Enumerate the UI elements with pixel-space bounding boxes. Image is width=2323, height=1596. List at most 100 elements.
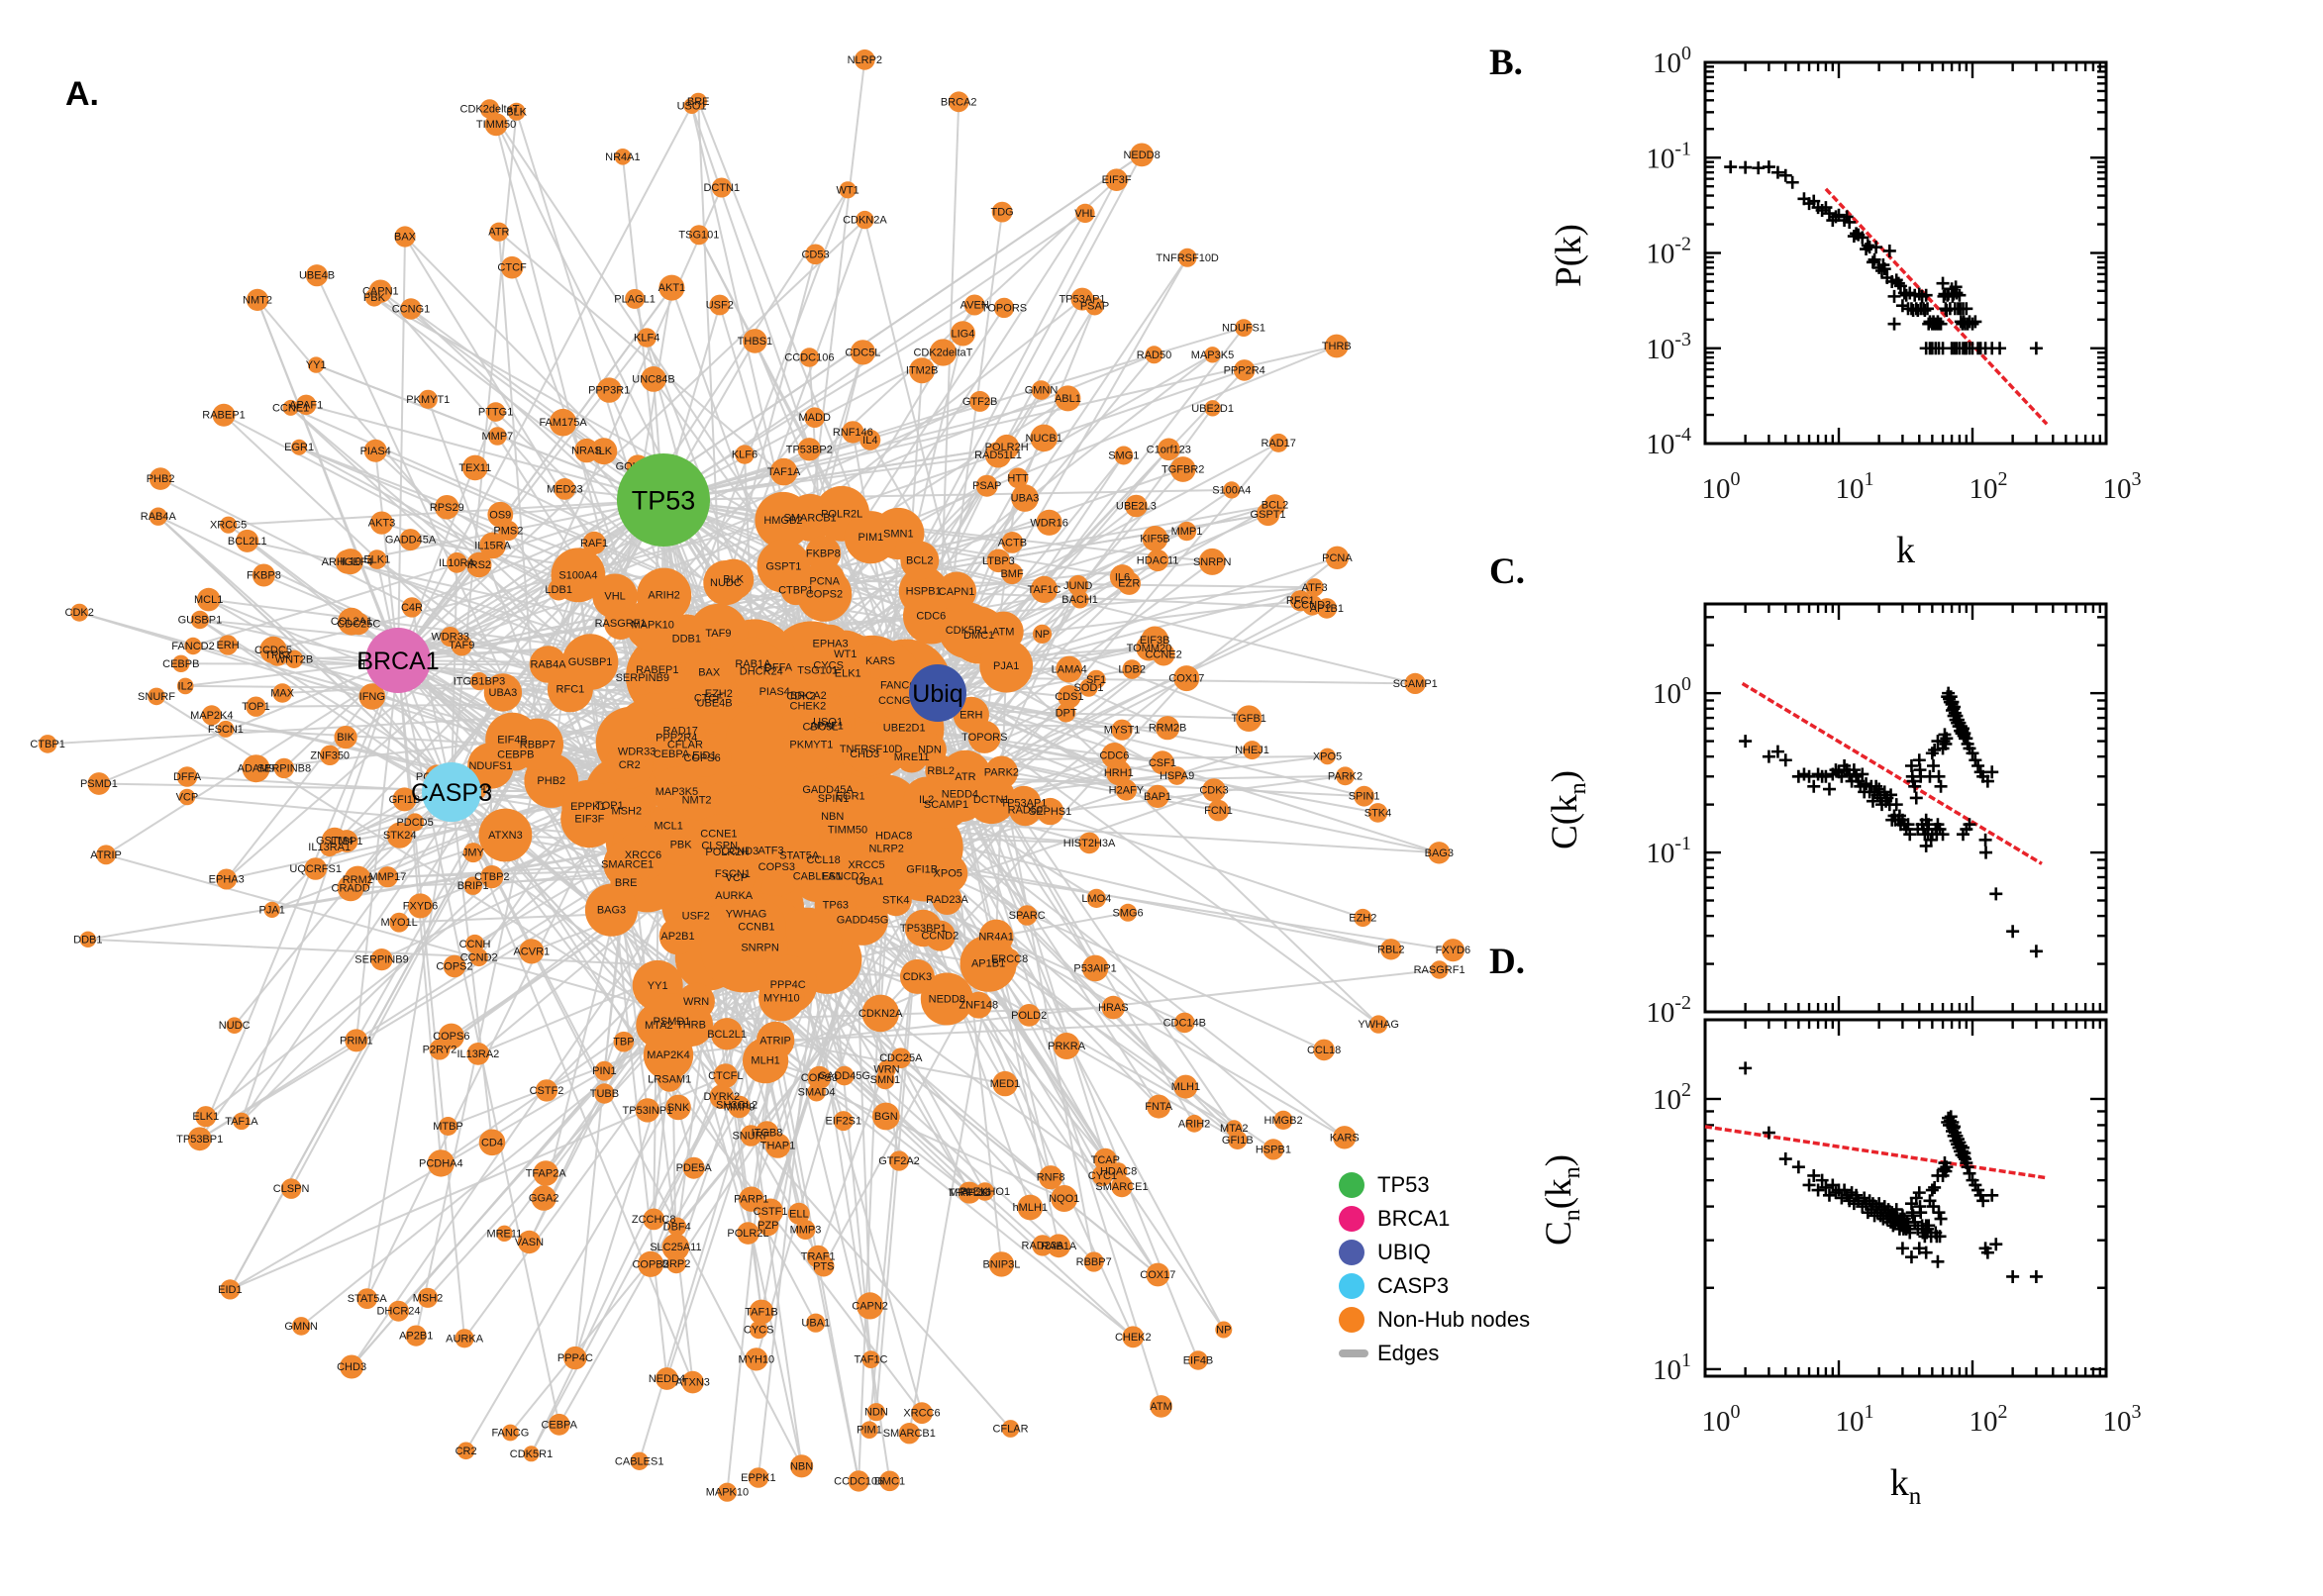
network-node[interactable] <box>682 1156 705 1179</box>
network-node[interactable] <box>584 883 639 937</box>
network-node[interactable] <box>1142 526 1168 551</box>
network-node[interactable] <box>1036 509 1062 536</box>
network-node[interactable] <box>900 541 940 580</box>
network-node[interactable] <box>438 1023 464 1049</box>
network-node[interactable] <box>439 1117 457 1136</box>
network-node[interactable] <box>939 602 995 658</box>
network-node[interactable] <box>929 339 958 366</box>
network-node[interactable] <box>479 532 506 559</box>
network-node[interactable] <box>462 454 488 481</box>
network-node[interactable] <box>1101 743 1128 769</box>
network-node[interactable] <box>1079 678 1098 697</box>
network-node[interactable] <box>749 1299 774 1325</box>
network-node[interactable] <box>888 1150 910 1171</box>
network-node[interactable] <box>376 866 398 888</box>
network-node[interactable] <box>1017 1194 1044 1221</box>
network-node[interactable] <box>725 704 798 776</box>
network-node[interactable] <box>467 743 514 789</box>
network-node[interactable] <box>466 551 492 578</box>
network-node[interactable] <box>574 438 599 463</box>
network-node[interactable] <box>666 1253 686 1274</box>
network-node[interactable] <box>517 1230 542 1254</box>
network-node[interactable] <box>1130 143 1154 167</box>
network-node[interactable] <box>531 1185 556 1211</box>
network-node[interactable] <box>804 407 825 429</box>
network-node[interactable] <box>811 624 850 662</box>
network-node[interactable] <box>1081 954 1109 982</box>
network-node[interactable] <box>485 402 506 422</box>
network-node[interactable] <box>1036 797 1064 826</box>
network-node[interactable] <box>684 648 734 697</box>
network-node[interactable] <box>1119 903 1138 922</box>
network-node[interactable] <box>909 357 936 384</box>
network-node[interactable] <box>795 1220 816 1240</box>
network-node[interactable] <box>871 1102 900 1131</box>
network-node[interactable] <box>1173 665 1200 692</box>
network-node[interactable] <box>1380 939 1402 960</box>
network-node[interactable] <box>1032 624 1053 645</box>
network-node[interactable] <box>735 445 755 464</box>
network-node[interactable] <box>1030 424 1058 452</box>
network-node[interactable] <box>713 1063 739 1088</box>
network-node[interactable] <box>743 329 767 353</box>
network-node[interactable] <box>1055 385 1081 412</box>
network-node[interactable] <box>1158 438 1180 461</box>
network-node[interactable] <box>345 1029 368 1052</box>
network-node[interactable] <box>658 274 685 301</box>
network-node[interactable] <box>805 536 842 571</box>
network-node[interactable] <box>842 421 864 444</box>
network-node[interactable] <box>218 635 239 655</box>
network-node[interactable] <box>1001 562 1023 585</box>
network-node[interactable] <box>656 1066 682 1092</box>
network-node[interactable] <box>1093 1147 1117 1171</box>
network-node[interactable] <box>1007 467 1029 489</box>
network-node[interactable] <box>922 780 970 829</box>
network-node[interactable] <box>643 1030 694 1080</box>
network-node[interactable] <box>709 1084 735 1109</box>
network-node[interactable] <box>554 478 576 500</box>
network-node[interactable] <box>1147 1094 1171 1119</box>
network-node[interactable] <box>604 606 638 641</box>
network-node[interactable] <box>369 511 394 535</box>
network-node[interactable] <box>480 865 504 889</box>
network-node[interactable] <box>1202 778 1226 802</box>
network-node[interactable] <box>988 1251 1015 1277</box>
network-node[interactable] <box>861 994 899 1033</box>
network-node[interactable] <box>451 634 473 656</box>
network-node[interactable] <box>932 884 962 915</box>
network-node[interactable] <box>806 843 842 878</box>
network-node[interactable] <box>406 813 425 832</box>
network-node[interactable] <box>1167 766 1186 785</box>
network-node[interactable] <box>709 294 731 316</box>
network-node[interactable] <box>435 495 459 520</box>
network-node[interactable] <box>797 438 821 461</box>
network-node[interactable] <box>1125 494 1148 518</box>
network-node[interactable] <box>626 597 680 652</box>
network-node[interactable] <box>1058 685 1081 709</box>
network-node[interactable] <box>975 1182 994 1201</box>
network-node[interactable] <box>1056 655 1083 683</box>
network-node[interactable] <box>859 429 881 450</box>
network-node[interactable] <box>1117 571 1142 595</box>
network-node[interactable] <box>1101 995 1126 1020</box>
network-node[interactable] <box>979 639 1034 693</box>
network-node[interactable] <box>638 1250 664 1277</box>
network-node[interactable] <box>70 603 89 622</box>
network-node[interactable] <box>651 808 686 844</box>
network-node[interactable] <box>348 612 370 636</box>
network-node[interactable] <box>969 390 991 412</box>
network-node[interactable] <box>273 757 295 779</box>
network-node[interactable] <box>758 1198 784 1225</box>
network-node[interactable] <box>868 831 904 866</box>
network-node[interactable] <box>272 683 293 703</box>
network-node[interactable] <box>469 948 488 967</box>
network-node[interactable] <box>443 954 466 978</box>
network-node[interactable] <box>1198 548 1226 575</box>
network-node[interactable] <box>1053 1033 1080 1059</box>
network-node[interactable] <box>320 745 341 765</box>
network-node[interactable] <box>335 549 359 574</box>
network-node[interactable] <box>1235 705 1262 732</box>
network-node[interactable] <box>806 1245 830 1268</box>
network-node[interactable] <box>560 789 619 848</box>
network-node[interactable] <box>594 1060 615 1081</box>
